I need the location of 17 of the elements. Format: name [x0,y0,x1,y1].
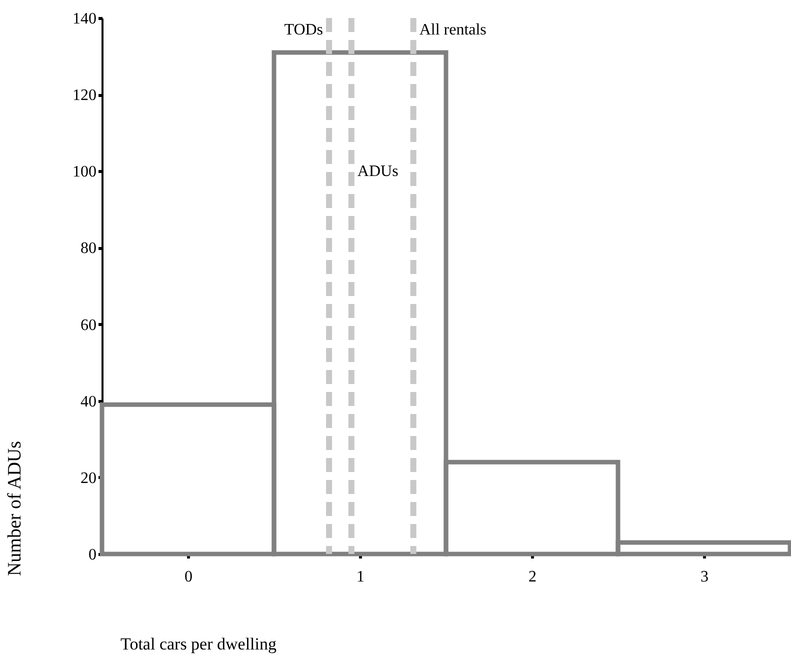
y-tick-label: 20 [80,470,96,487]
x-tick-label: 0 [184,568,192,586]
x-axis-title: Total cars per dwelling [120,634,278,654]
x-tick-label: 1 [356,568,364,586]
x-tick-label: 3 [700,568,708,586]
y-tick-label: 40 [80,393,96,410]
y-axis-title: Number of ADUs [4,440,26,576]
y-tick-label: 100 [72,164,96,181]
y-tick-label: 120 [72,87,96,104]
ref-line-label: ADUs [357,163,398,180]
y-tick-label: 140 [72,10,96,28]
ref-line-label: All rentals [419,21,486,38]
x-tick-label: 2 [528,568,536,586]
y-tick-label: 80 [80,240,96,258]
y-tick-label: 60 [80,316,96,334]
y-tick-label: 0 [88,546,96,564]
ref-line-label: TODs [284,21,324,38]
